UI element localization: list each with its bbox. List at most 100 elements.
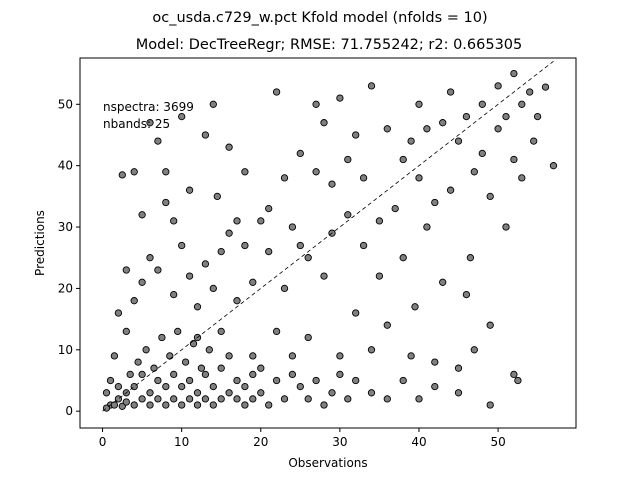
scatter-point — [336, 94, 344, 102]
scatter-point — [296, 149, 304, 158]
scatter-point — [138, 278, 146, 286]
scatter-point — [174, 327, 182, 336]
scatter-point — [359, 241, 368, 250]
scatter-point — [470, 168, 478, 176]
scatter-point — [423, 125, 431, 133]
scatter-point — [462, 112, 471, 121]
scatter-point — [265, 204, 273, 213]
scatter-point — [106, 376, 115, 385]
scatter-point — [138, 395, 146, 403]
scatter-point — [411, 303, 419, 311]
scatter-point — [249, 352, 257, 360]
scatter-point — [257, 364, 265, 372]
scatter-point — [320, 272, 328, 280]
scatter-point — [533, 112, 542, 121]
scatter-point — [518, 174, 526, 182]
scatter-point — [541, 83, 550, 91]
scatter-point — [510, 370, 518, 379]
scatter-point — [158, 333, 166, 342]
scatter-point — [178, 382, 186, 391]
scatter-point — [249, 278, 257, 286]
scatter-point — [526, 88, 534, 96]
scatter-point — [189, 340, 198, 348]
scatter-point — [114, 382, 123, 391]
scatter-point — [146, 254, 154, 262]
scatter-point — [431, 382, 439, 391]
scatter-point — [439, 278, 447, 286]
y-tick-label: 40 — [58, 159, 73, 173]
scatter-point — [383, 321, 391, 329]
scatter-point — [217, 364, 225, 372]
scatter-point — [178, 112, 186, 121]
scatter-point — [162, 382, 170, 391]
scatter-point — [110, 401, 119, 409]
y-axis-ticks: 0 10 20 30 40 50 — [58, 97, 80, 418]
scatter-point — [257, 389, 265, 397]
scatter-point — [328, 389, 336, 397]
scatter-point — [126, 370, 134, 379]
scatter-point — [312, 100, 320, 108]
scatter-point — [431, 358, 439, 366]
scatter-point — [415, 100, 423, 108]
scatter-point — [162, 198, 170, 207]
scatter-point — [257, 217, 265, 225]
scatter-point — [304, 395, 312, 403]
y-tick-label: 30 — [58, 220, 73, 234]
scatter-point — [138, 211, 146, 219]
scatter-point — [296, 382, 304, 391]
annotation-nbands: nbands: 25 — [103, 117, 170, 131]
x-tick-label: 50 — [490, 435, 505, 449]
scatter-point — [249, 395, 257, 403]
scatter-point — [154, 266, 162, 274]
scatter-point — [549, 162, 558, 170]
scatter-point — [265, 247, 273, 256]
y-tick-label: 50 — [58, 97, 73, 111]
scatter-point — [486, 321, 494, 329]
scatter-point — [150, 364, 158, 372]
scatter-point — [102, 389, 111, 397]
figure-suptitle: oc_usda.c729_w.pct Kfold model (nfolds =… — [152, 10, 487, 26]
scatter-point — [518, 100, 526, 108]
scatter-point — [502, 223, 510, 231]
scatter-point — [178, 401, 186, 409]
scatter-point — [193, 389, 202, 397]
scatter-point — [193, 401, 202, 409]
scatter-point — [352, 376, 360, 385]
scatter-point — [502, 112, 510, 121]
scatter-point — [118, 171, 126, 179]
x-tick-label: 20 — [253, 435, 268, 449]
scatter-point — [454, 389, 463, 397]
scatter-point — [466, 254, 475, 262]
scatter-point — [154, 376, 162, 385]
scatter-point — [217, 327, 225, 336]
scatter-point — [423, 223, 431, 231]
scatter-point — [510, 69, 518, 78]
x-tick-label: 0 — [99, 435, 107, 449]
scatter-point — [134, 358, 142, 366]
scatter-point — [399, 376, 407, 385]
scatter-point — [470, 346, 478, 354]
scatter-point — [122, 398, 130, 406]
scatter-point — [122, 266, 130, 274]
scatter-point — [415, 174, 423, 182]
scatter-point — [170, 290, 178, 299]
scatter-point — [142, 346, 150, 354]
scatter-point — [146, 119, 154, 127]
scatter-point — [201, 131, 210, 139]
scatter-point — [146, 389, 154, 397]
scatter-point — [320, 401, 328, 409]
scatter-point — [225, 143, 233, 151]
scatter-point — [478, 100, 486, 108]
scatter-point — [201, 370, 210, 379]
scatter-point — [344, 395, 352, 403]
y-tick-label: 10 — [58, 343, 73, 357]
scatter-point — [328, 180, 336, 188]
scatter-point — [288, 370, 297, 379]
y-tick-label: 0 — [65, 404, 73, 418]
scatter-point — [249, 370, 257, 379]
scatter-point — [241, 241, 249, 250]
scatter-point — [233, 376, 241, 385]
scatter-point — [272, 327, 281, 336]
scatter-point — [288, 223, 297, 231]
